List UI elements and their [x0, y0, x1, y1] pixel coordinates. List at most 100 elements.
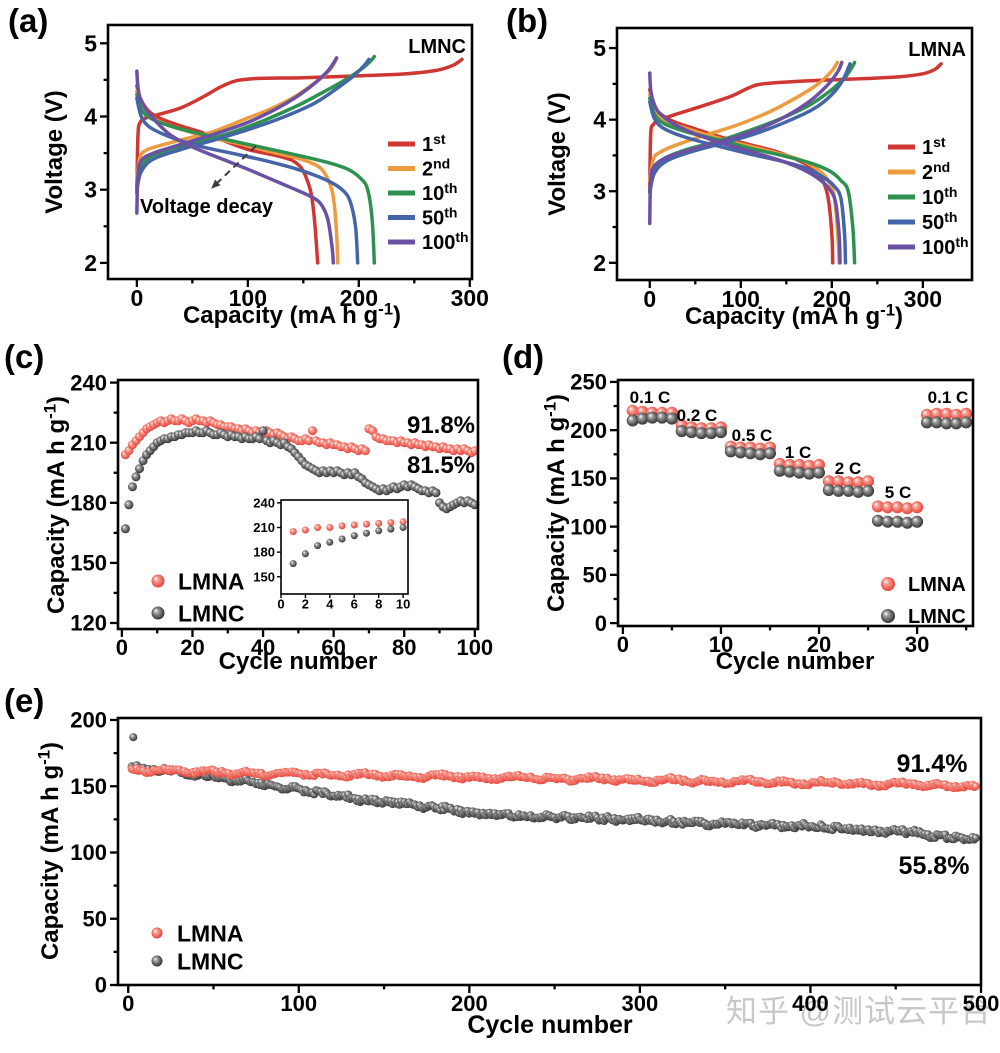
series-100th-charge — [648, 60, 844, 226]
x-tick-label: 100 — [229, 285, 267, 311]
panel-d-chart: 0 10 20 30 0 50 100 150 200 250 Cycle number Capaci… — [541, 370, 975, 675]
y-tick-label: 5 — [593, 35, 606, 61]
annotation: 0.1 C — [928, 388, 969, 407]
legend-dot-swatch — [881, 577, 895, 591]
x-tick-label: 400 — [792, 991, 829, 1016]
annotation: 1 C — [785, 443, 811, 462]
y-tick-label: 200 — [70, 708, 107, 733]
series-2nd-discharge — [648, 92, 841, 265]
x-tick-label: 100 — [722, 286, 760, 312]
x-tick-label: 20 — [180, 635, 204, 660]
y-tick-label: 0 — [95, 973, 107, 998]
watermark-text: 知乎 @测试云平台 — [726, 994, 993, 1029]
annotation: 2 C — [835, 459, 861, 478]
y-tick-label: 250 — [570, 370, 607, 395]
y-tick-label: 240 — [253, 495, 275, 510]
legend-dot-swatch — [151, 574, 165, 588]
y-tick-label: 180 — [253, 545, 275, 560]
y-tick-label: 3 — [84, 177, 97, 203]
y-tick-label: 4 — [593, 107, 606, 133]
x-axis-label: Capacity (mA h g-1) — [183, 300, 401, 329]
plot-frame — [116, 716, 983, 987]
x-tick-label: 10 — [396, 597, 410, 612]
legend-label: 1st — [422, 131, 446, 156]
y-tick-label: 240 — [70, 370, 107, 395]
series-1st-charge — [648, 62, 943, 193]
legend-label: LMNA — [908, 574, 966, 596]
x-axis-label: Cycle number — [219, 648, 378, 675]
legend-label: LMNA — [177, 920, 243, 946]
y-tick-label: 180 — [70, 490, 107, 515]
legend-label: LMNA — [178, 568, 244, 594]
y-tick-label: 150 — [70, 774, 107, 799]
y-tick-label: 210 — [70, 430, 107, 455]
y-axis-label: Voltage (V) — [41, 90, 68, 214]
series-LMNC — [626, 411, 973, 529]
x-tick-label: 0 — [617, 632, 629, 657]
y-tick-label: 150 — [253, 569, 275, 584]
x-tick-label: 100 — [456, 635, 493, 660]
legend-dot-swatch — [151, 927, 163, 939]
annotation: 0.5 C — [732, 426, 773, 445]
y-tick-label: 200 — [570, 418, 607, 443]
x-tick-label: 0 — [277, 597, 284, 612]
arrow-line — [213, 145, 257, 187]
series-LMNA — [289, 518, 407, 536]
annotation: LMNC — [408, 36, 466, 58]
legend-label: 1st — [922, 134, 946, 159]
annotation: 0.2 C — [677, 406, 718, 425]
x-tick-label: 60 — [321, 635, 345, 660]
annotation: Voltage decay — [140, 196, 274, 218]
legend-label: 50th — [922, 209, 957, 234]
x-tick-label: 300 — [622, 991, 659, 1016]
series-2nd-charge — [648, 60, 840, 183]
annotation: 91.4% — [897, 750, 968, 778]
y-tick-label: 5 — [84, 30, 97, 56]
y-axis-label: Capacity (mA h g-1) — [541, 394, 570, 612]
x-tick-label: 8 — [375, 597, 382, 612]
panel-c-label: (c) — [4, 338, 45, 375]
series-LMNA — [120, 414, 480, 460]
legend-label: 50th — [422, 205, 457, 230]
annotation: 91.8% — [407, 412, 475, 439]
y-tick-label: 2 — [84, 250, 97, 276]
panel-d-label: (d) — [502, 338, 545, 375]
series-50th-charge — [135, 57, 371, 192]
y-tick-label: 150 — [70, 551, 107, 576]
x-tick-label: 200 — [813, 286, 851, 312]
x-tick-label: 80 — [392, 635, 416, 660]
y-tick-label: 2 — [593, 250, 606, 276]
series-10th-discharge — [648, 96, 857, 265]
panel-b-chart: 0 100 200 300 2 3 4 5 Capacity (mA h g-1) Voltage… — [544, 26, 974, 330]
y-tick-label: 100 — [570, 514, 607, 539]
y-tick-label: 3 — [593, 178, 606, 204]
panel-a-label: (a) — [8, 2, 49, 39]
y-tick-label: 4 — [84, 104, 97, 130]
x-tick-label: 0 — [116, 635, 128, 660]
x-tick-label: 500 — [963, 991, 1000, 1016]
series-LMNC — [120, 426, 480, 534]
x-tick-label: 4 — [326, 597, 334, 612]
x-tick-label: 300 — [904, 286, 942, 312]
x-tick-label: 0 — [643, 286, 656, 312]
legend-label: 100th — [422, 229, 469, 254]
legend-dot-swatch — [151, 955, 163, 967]
legend-label: 2nd — [922, 159, 950, 184]
x-tick-label: 100 — [280, 991, 317, 1016]
annotation: 55.8% — [899, 852, 970, 880]
series-50th-charge — [648, 62, 852, 195]
x-tick-label: 30 — [905, 632, 929, 657]
arrow-head — [211, 179, 221, 189]
legend-label: LMNC — [177, 948, 243, 974]
legend-label: 2nd — [422, 156, 450, 181]
y-axis-label: Capacity (mA h g-1) — [41, 396, 70, 614]
x-tick-label: 10 — [709, 632, 733, 657]
series-50th-discharge — [135, 96, 360, 265]
y-axis-label: Capacity (mA h g-1) — [35, 742, 64, 960]
legend-dot-swatch — [881, 609, 895, 623]
legend-label: 100th — [922, 234, 969, 259]
series-LMNA — [127, 764, 980, 793]
